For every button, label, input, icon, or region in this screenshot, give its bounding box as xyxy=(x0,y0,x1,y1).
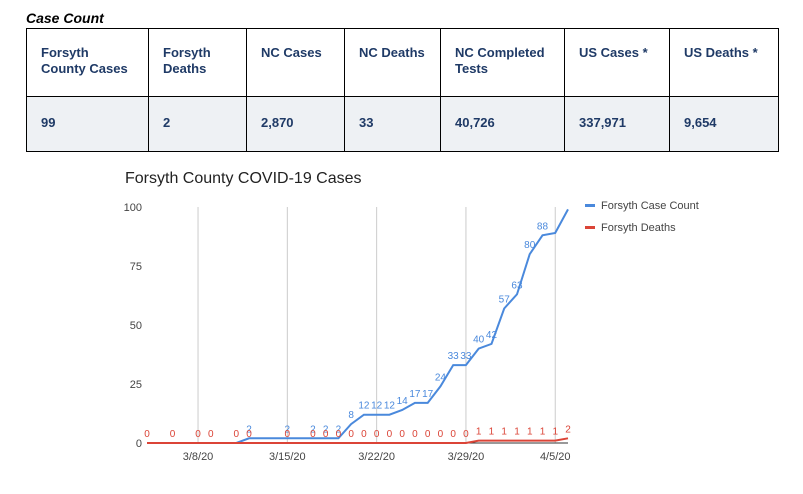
header-nc-tests: NC Completed Tests xyxy=(440,28,565,97)
data-label: 0 xyxy=(438,429,444,440)
series-line-deaths xyxy=(147,437,569,444)
value-forsyth-cases: 99 xyxy=(26,96,149,152)
data-label: 0 xyxy=(399,429,405,440)
data-label: 2 xyxy=(323,424,329,435)
x-tick-label: 3/22/20 xyxy=(358,451,395,463)
data-label: 17 xyxy=(422,389,434,400)
header-forsyth-cases: Forsyth County Cases xyxy=(26,28,149,97)
data-label: 0 xyxy=(412,429,418,440)
data-label: 0 xyxy=(246,429,252,440)
data-label: 2 xyxy=(246,424,252,435)
legend-label: Forsyth Deaths xyxy=(601,222,676,234)
y-tick-label: 25 xyxy=(130,379,142,391)
data-label: 0 xyxy=(425,429,431,440)
value-nc-tests: 40,726 xyxy=(440,96,565,152)
data-label: 12 xyxy=(358,401,370,412)
data-label: 0 xyxy=(170,429,176,440)
data-label: 0 xyxy=(450,429,456,440)
data-label: 1 xyxy=(476,427,482,438)
header-us-cases: US Cases * xyxy=(564,28,670,97)
data-label: 12 xyxy=(384,401,396,412)
data-label: 1 xyxy=(527,427,533,438)
data-label: 1 xyxy=(552,427,558,438)
data-label: 0 xyxy=(285,429,291,440)
value-nc-deaths: 33 xyxy=(344,96,441,152)
data-label: 1 xyxy=(489,427,495,438)
data-label: 0 xyxy=(348,429,354,440)
data-label: 0 xyxy=(361,429,367,440)
data-label: 2 xyxy=(285,424,291,435)
data-label: 17 xyxy=(409,389,421,400)
data-label: 42 xyxy=(486,330,498,341)
data-label: 33 xyxy=(460,351,472,362)
data-label: 0 xyxy=(387,429,393,440)
y-tick-label: 100 xyxy=(124,202,142,214)
data-label: 88 xyxy=(537,221,549,232)
data-label: 80 xyxy=(524,240,536,251)
chart-container: Forsyth County COVID-19 Cases 0 25 50 75 100… xyxy=(0,160,803,494)
data-label: 0 xyxy=(310,429,316,440)
value-forsyth-deaths: 2 xyxy=(148,96,247,152)
chart-title: Forsyth County COVID-19 Cases xyxy=(125,170,362,187)
data-label: 63 xyxy=(511,280,523,291)
data-label: 33 xyxy=(448,351,460,362)
legend-swatch xyxy=(585,204,595,207)
header-us-deaths: US Deaths * xyxy=(669,28,779,97)
y-tick-label: 50 xyxy=(130,320,142,332)
data-label: 0 xyxy=(208,429,214,440)
header-forsyth-deaths: Forsyth Deaths xyxy=(148,28,247,97)
data-label: 8 xyxy=(348,410,354,421)
value-nc-cases: 2,870 xyxy=(246,96,345,152)
data-label: 0 xyxy=(144,429,150,440)
data-label: 57 xyxy=(499,294,511,305)
data-label: 0 xyxy=(234,429,240,440)
data-label: 2 xyxy=(565,424,571,435)
y-tick-label: 0 xyxy=(136,438,142,450)
data-label: 40 xyxy=(473,335,485,346)
data-label: 0 xyxy=(323,429,329,440)
data-label: 0 xyxy=(195,429,201,440)
case-count-table: Forsyth County Cases Forsyth Deaths NC C… xyxy=(26,28,779,152)
x-tick-label: 3/8/20 xyxy=(183,451,214,463)
value-us-cases: 337,971 xyxy=(564,96,670,152)
data-label: 0 xyxy=(336,429,342,440)
header-nc-cases: NC Cases xyxy=(246,28,345,97)
data-label: 0 xyxy=(374,429,380,440)
x-tick-label: 3/29/20 xyxy=(448,451,485,463)
value-us-deaths: 9,654 xyxy=(669,96,779,152)
section-title: Case Count xyxy=(26,10,104,26)
data-label: 14 xyxy=(397,396,409,407)
table-header-row: Forsyth County Cases Forsyth Deaths NC C… xyxy=(26,28,779,97)
data-label: 2 xyxy=(336,424,342,435)
header-nc-deaths: NC Deaths xyxy=(344,28,441,97)
data-label: 1 xyxy=(514,427,520,438)
x-tick-label: 4/5/20 xyxy=(540,451,571,463)
data-label: 0 xyxy=(463,429,469,440)
legend-swatch xyxy=(585,226,595,229)
table-row: 99 2 2,870 33 40,726 337,971 9,654 xyxy=(26,96,779,152)
y-tick-label: 75 xyxy=(130,261,142,273)
data-label: 1 xyxy=(540,427,546,438)
data-label: 12 xyxy=(371,401,383,412)
legend-label: Forsyth Case Count xyxy=(601,200,699,212)
x-tick-label: 3/15/20 xyxy=(269,451,306,463)
data-label: 24 xyxy=(435,372,447,383)
data-label: 1 xyxy=(501,427,507,438)
data-label: 2 xyxy=(310,424,316,435)
